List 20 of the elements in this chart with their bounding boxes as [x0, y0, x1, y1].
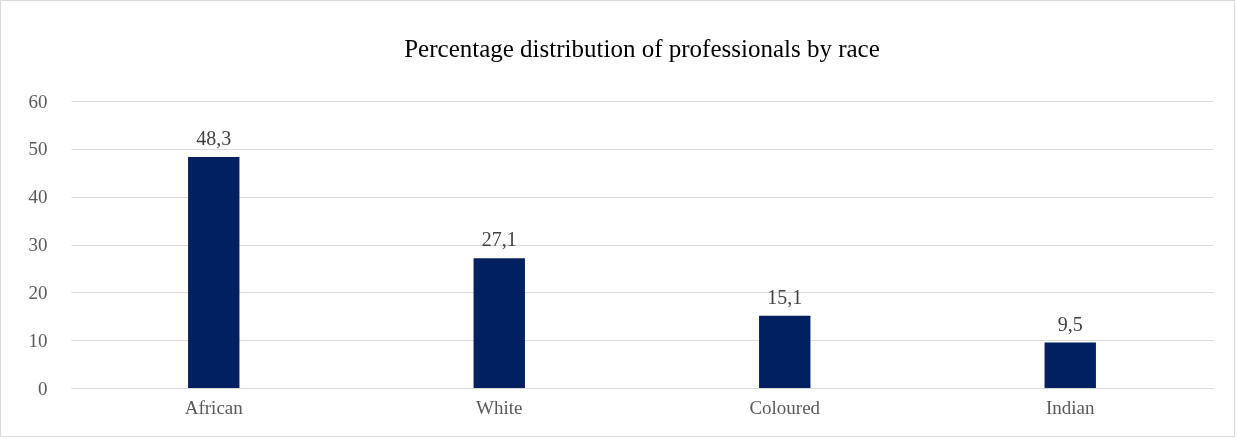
bar [1044, 342, 1096, 388]
bar [188, 156, 240, 388]
data-label: 9,5 [1057, 312, 1083, 335]
bar [759, 315, 811, 388]
y-tick-label: 60 [28, 90, 48, 112]
x-tick-label: White [476, 396, 523, 418]
x-tick-label: Indian [1045, 396, 1096, 418]
x-tick-label: Coloured [749, 396, 821, 418]
y-tick-label: 0 [38, 377, 48, 399]
y-tick-label: 20 [28, 281, 48, 303]
y-tick-label: 50 [28, 138, 48, 160]
data-label: 15,1 [767, 285, 803, 308]
y-tick-label: 40 [28, 186, 48, 208]
chart-title: Percentage distribution of professionals by race [404, 35, 880, 62]
y-tick-label: 10 [28, 329, 48, 351]
y-tick-label: 30 [28, 234, 48, 255]
data-label: 27,1 [481, 228, 517, 251]
bar [473, 258, 525, 388]
x-tick-label: African [184, 396, 244, 418]
data-label: 48,3 [196, 126, 232, 149]
